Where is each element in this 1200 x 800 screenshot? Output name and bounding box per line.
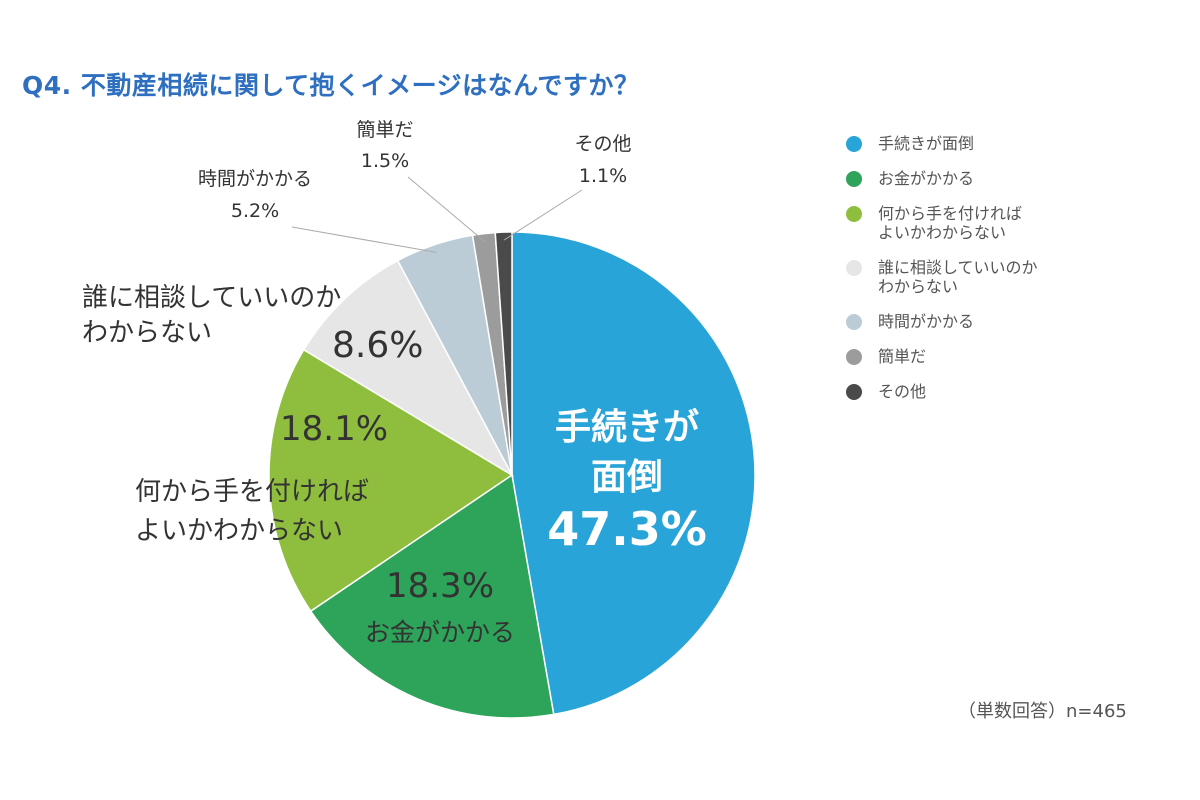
slice-label-7-line-1: その他 <box>574 133 631 155</box>
legend-item: その他 <box>846 382 1136 401</box>
slice-label-6-line-1: 簡単だ <box>356 119 413 141</box>
legend-item: 簡単だ <box>846 347 1136 366</box>
slice-label-5-line-2: 5.2% <box>231 200 279 222</box>
legend-swatch <box>846 171 862 187</box>
slice-label-3-line-1: 18.1% <box>280 409 388 449</box>
legend-swatch <box>846 314 862 330</box>
slice-label-3-line-3: よいかわからない <box>135 516 343 546</box>
legend-label: 簡単だ <box>878 347 927 366</box>
legend-swatch <box>846 349 862 365</box>
slice-label-4-line-3: 8.6% <box>332 325 423 366</box>
chart-title: Q4. 不動産相続に関して抱くイメージはなんですか？ <box>22 71 640 100</box>
legend-swatch <box>846 384 862 400</box>
legend-item: 何から手を付ければ よいかわからない <box>846 204 1136 242</box>
leader-line-5 <box>291 226 437 253</box>
legend-swatch <box>846 260 862 276</box>
slice-label-7-line-2: 1.1% <box>579 165 627 187</box>
legend-item: 手続きが面倒 <box>846 134 1136 153</box>
leader-line-6 <box>407 176 486 242</box>
pie-slice-4 <box>302 259 514 478</box>
slice-label-4-line-2: わからない <box>82 318 212 348</box>
slice-label-2-line-2: お金がかかる <box>365 618 515 647</box>
pie-slice-1 <box>511 231 756 716</box>
slice-label-5-line-1: 時間がかかる <box>198 168 312 190</box>
slice-label-6-line-2: 1.5% <box>361 150 409 172</box>
legend-label: 何から手を付ければ よいかわからない <box>878 204 1023 242</box>
legend-label: その他 <box>878 382 927 401</box>
legend-swatch <box>846 136 862 152</box>
legend-item: お金がかかる <box>846 169 1136 188</box>
legend-item: 時間がかかる <box>846 312 1136 331</box>
pie-slice-2 <box>309 473 555 719</box>
legend-label: 時間がかかる <box>878 312 975 331</box>
leader-line-7 <box>503 189 583 241</box>
slice-label-2-line-1: 18.3% <box>386 566 494 606</box>
slice-label-3-line-2: 何から手を付ければ <box>135 477 369 507</box>
slice-label-4-line-1: 誰に相談していいのか <box>82 283 341 313</box>
legend-item: 誰に相談していいのか わからない <box>846 258 1136 296</box>
legend-label: 誰に相談していいのか わからない <box>878 258 1038 296</box>
legend-label: 手続きが面倒 <box>878 134 975 153</box>
pie-slice-7 <box>494 231 513 476</box>
chart-legend: 手続きが面倒 お金がかかる何から手を付ければ よいかわからない 誰に相談していいのか… <box>846 134 1136 417</box>
response-note: （単数回答）n=465 <box>958 701 1127 722</box>
pie-slice-3 <box>268 348 514 613</box>
legend-label: お金がかかる <box>878 169 975 188</box>
slice-label-1-line-1: 手続きが <box>555 407 699 448</box>
slice-label-1-line-3: 47.3% <box>547 502 707 556</box>
legend-swatch <box>846 206 862 222</box>
slice-label-1-line-2: 面倒 <box>591 457 663 498</box>
